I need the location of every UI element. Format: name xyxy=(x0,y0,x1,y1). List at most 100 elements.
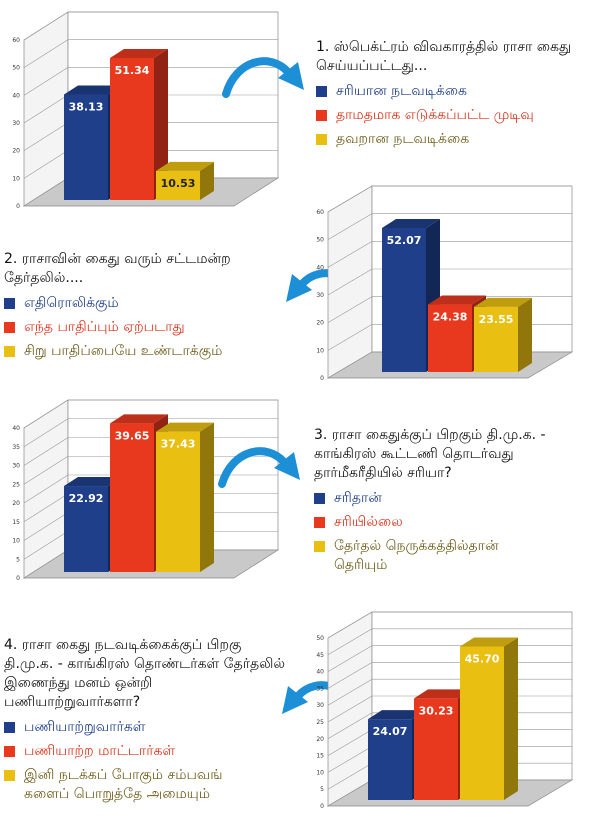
y-tick-label: 40 xyxy=(12,425,20,432)
y-tick-label: 20 xyxy=(12,500,20,507)
option-label: தேர்தல் நெருக்கத்தில்தான் தெரியும் xyxy=(334,538,499,573)
bar: 51.34 xyxy=(110,48,168,200)
question-3-option-2: சரியில்லை xyxy=(314,513,586,532)
gridline-side xyxy=(23,493,69,523)
option-label: சரியில்லை xyxy=(334,514,403,530)
chart-2-svg: 0 10 20 30 40 50 60 52.07 24.38 23.55 xyxy=(316,185,574,382)
bar-top xyxy=(110,48,168,58)
option-label: சரிதான் xyxy=(334,490,382,506)
bar: 37.43 xyxy=(156,422,214,572)
question-1-option-1: சரியான நடவடிக்கை xyxy=(316,82,586,101)
y-tick-label: 0 xyxy=(16,575,20,582)
y-tick-label: 0 xyxy=(320,803,324,810)
bar-value-label: 39.65 xyxy=(115,429,150,442)
curved-arrow-right-icon xyxy=(218,447,300,488)
y-tick-label: 25 xyxy=(316,719,324,726)
gridline-side xyxy=(327,695,373,723)
bar-side xyxy=(154,48,168,200)
gridline-side xyxy=(327,268,373,296)
red-legend-swatch xyxy=(4,322,15,333)
gridline-group xyxy=(327,213,572,240)
question-4-title: 4. ராசா கைது நடவடிக்கைக்குப் பிறகு தி.மு… xyxy=(4,637,286,710)
chart-4: 0 5 10 15 20 25 30 35 40 45 50 24.07 30.23 45.70 xyxy=(312,606,592,831)
y-tick-label: 10 xyxy=(316,769,324,776)
question-3-option-1: சரிதான் xyxy=(314,489,586,508)
y-tick-label: 5 xyxy=(16,556,20,563)
gridline-side xyxy=(327,645,373,672)
gridline-side xyxy=(23,177,69,207)
gridline-side xyxy=(23,549,69,579)
bar-top xyxy=(460,637,518,647)
gridline-side xyxy=(23,11,69,41)
bar-top xyxy=(414,689,472,699)
question-4-option-3: இனி நடக்கப் போகும் சம்பவங் களைப் பொறுத்த… xyxy=(4,766,289,804)
gridline-side xyxy=(23,150,69,179)
bar-side xyxy=(518,297,532,372)
bar-front xyxy=(110,423,154,572)
curved-arrow-right-icon xyxy=(222,57,304,98)
bar-front xyxy=(156,431,200,572)
option-label: பணியாற்றுவார்கள் xyxy=(24,719,146,735)
gridline-side xyxy=(23,122,69,151)
bar-top xyxy=(64,477,122,487)
gridline-side xyxy=(327,712,373,740)
bar-value-label: 38.13 xyxy=(69,101,104,114)
question-4: 4. ராசா கைது நடவடிக்கைக்குப் பிறகு தி.மு… xyxy=(4,636,289,809)
bar-value-label: 23.55 xyxy=(479,313,514,326)
red-legend-swatch xyxy=(314,517,325,528)
option-label: தாமதமாக எடுக்கப்பட்ட முடிவு xyxy=(336,107,534,123)
gridline-group xyxy=(327,611,572,639)
bar-front xyxy=(474,306,518,372)
option-label: இனி நடக்கப் போகும் சம்பவங் களைப் பொறுத்த… xyxy=(24,767,223,802)
bar-front xyxy=(156,170,200,200)
y-tick-label: 35 xyxy=(12,444,20,451)
yellow-legend-swatch xyxy=(314,541,325,552)
y-tick-label: 10 xyxy=(316,347,324,354)
yellow-legend-swatch xyxy=(316,134,327,145)
red-legend-swatch xyxy=(316,110,327,121)
y-tick-label: 15 xyxy=(12,519,20,526)
question-2: 2. ராசாவின் கைது வரும் சட்டமன்ற தேர்தலில… xyxy=(4,250,274,366)
bar-side xyxy=(504,637,518,800)
question-2-option-2: எந்த பாதிப்பும் ஏற்படாது xyxy=(4,318,274,337)
y-tick-label: 10 xyxy=(12,175,20,182)
y-tick-label: 45 xyxy=(316,652,324,659)
gridline-side xyxy=(327,628,373,656)
gridline-side xyxy=(327,662,373,689)
y-tick-label: 0 xyxy=(320,375,324,382)
bar-front xyxy=(460,646,504,800)
y-tick-label: 5 xyxy=(320,786,324,793)
option-label: எதிரொலிக்கும் xyxy=(24,295,119,311)
y-tick-label: 20 xyxy=(316,320,324,327)
bar-front xyxy=(368,719,412,800)
y-tick-label: 30 xyxy=(316,292,324,299)
y-tick-label: 20 xyxy=(12,148,20,155)
bar-side xyxy=(200,161,214,200)
bar-front xyxy=(382,227,426,372)
gridline-group xyxy=(23,418,278,448)
y-tick-label: 40 xyxy=(12,92,20,99)
y-tick-label: 30 xyxy=(12,120,20,127)
blue-legend-swatch xyxy=(4,298,15,309)
gridline-side xyxy=(327,729,373,756)
bar-value-label: 37.43 xyxy=(161,438,196,451)
y-tick-label: 10 xyxy=(12,538,20,545)
gridline-side xyxy=(23,418,69,448)
question-2-option-3: சிறு பாதிப்பையே உண்டாக்கும் xyxy=(4,342,274,361)
bar-value-label: 22.92 xyxy=(69,492,104,505)
gridline-side xyxy=(327,185,373,213)
bar-side xyxy=(200,422,214,572)
gridline-side xyxy=(327,324,373,351)
question-1-title: 1. ஸ்பெக்ட்ரம் விவகாரத்தில் ராசா கைது செ… xyxy=(316,39,572,74)
bar-top xyxy=(382,218,440,228)
bar-value-label: 10.53 xyxy=(161,177,196,190)
question-2-title: 2. ராசாவின் கைது வரும் சட்டமன்ற தேர்தலில… xyxy=(4,251,231,286)
bar-front xyxy=(64,94,108,200)
y-tick-label: 20 xyxy=(316,736,324,743)
bar-front xyxy=(428,304,472,372)
gridline-side xyxy=(23,455,69,485)
gridline-side xyxy=(23,399,69,429)
gridline-side xyxy=(23,512,69,541)
question-1-option-2: தாமதமாக எடுக்கப்பட்ட முடிவு xyxy=(316,106,586,125)
bar-value-label: 52.07 xyxy=(387,234,422,247)
